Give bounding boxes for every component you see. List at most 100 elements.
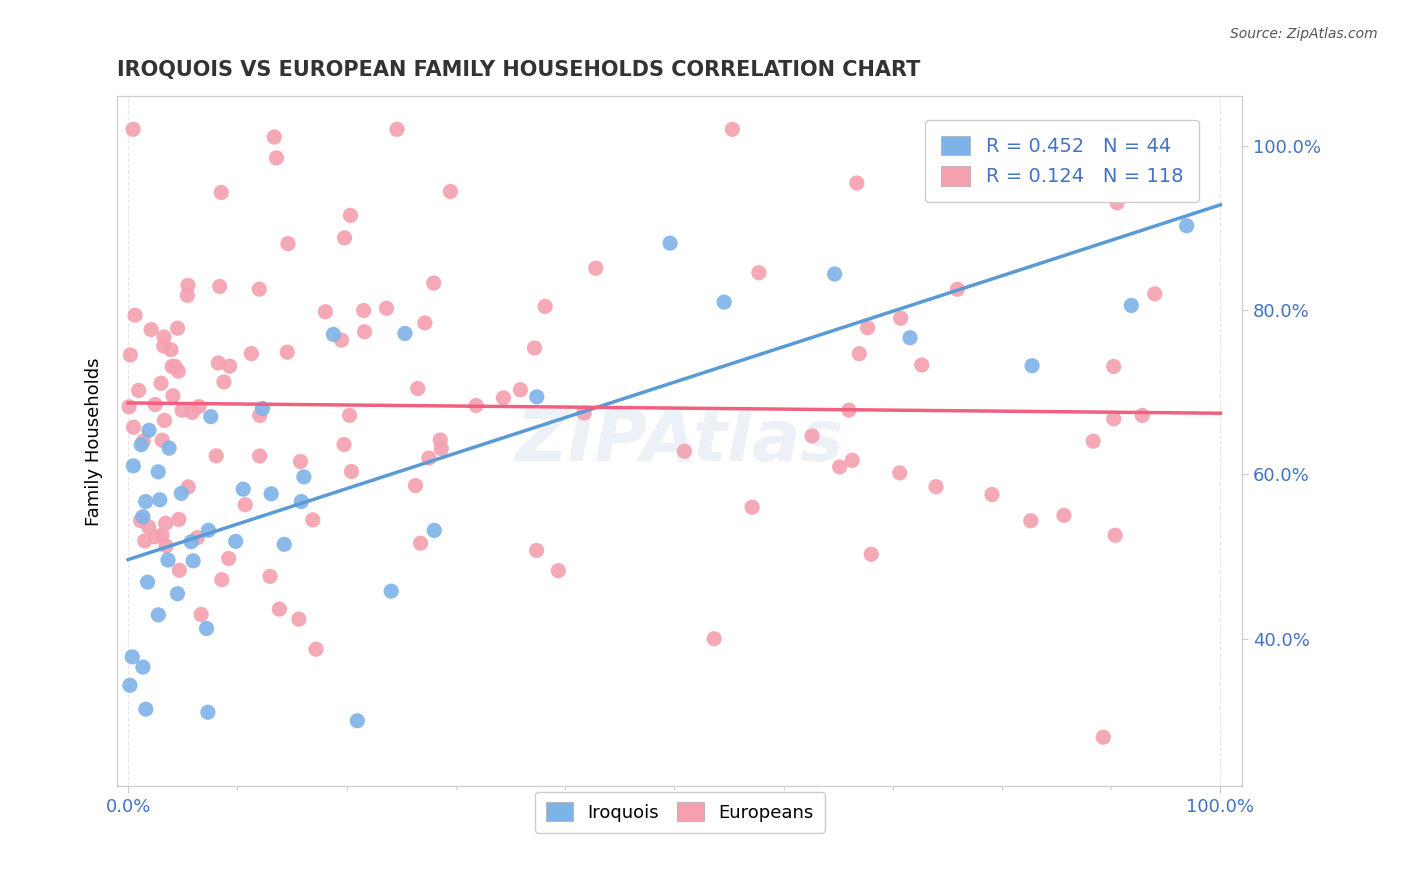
Point	[385, 122, 408, 136]
Point	[190, 607, 212, 622]
Point	[218, 551, 240, 566]
Point	[135, 494, 157, 508]
Point	[129, 513, 152, 527]
Point	[172, 403, 194, 417]
Point	[1092, 730, 1115, 744]
Point	[301, 513, 323, 527]
Point	[186, 531, 208, 545]
Point	[898, 331, 921, 345]
Point	[143, 530, 166, 544]
Point	[1081, 434, 1104, 449]
Point	[1104, 528, 1126, 542]
Point	[375, 301, 398, 316]
Point	[845, 176, 868, 190]
Point	[824, 267, 846, 281]
Point	[353, 303, 375, 318]
Point	[1021, 359, 1043, 373]
Point	[156, 553, 179, 567]
Point	[195, 622, 218, 636]
Point	[232, 482, 254, 496]
Point	[848, 347, 870, 361]
Point	[547, 564, 569, 578]
Point	[534, 300, 557, 314]
Point	[841, 453, 863, 467]
Point	[465, 399, 488, 413]
Point	[406, 382, 429, 396]
Point	[150, 528, 173, 542]
Point	[741, 500, 763, 515]
Point	[148, 465, 170, 479]
Point	[160, 343, 183, 357]
Point	[509, 383, 531, 397]
Point	[240, 346, 263, 360]
Point	[143, 398, 166, 412]
Point	[225, 534, 247, 549]
Point	[430, 442, 453, 456]
Point	[1019, 514, 1042, 528]
Point	[828, 459, 851, 474]
Point	[177, 278, 200, 293]
Point	[713, 295, 735, 310]
Point	[207, 356, 229, 370]
Point	[259, 569, 281, 583]
Point	[429, 433, 451, 447]
Y-axis label: Family Households: Family Households	[86, 357, 103, 525]
Point	[138, 520, 160, 534]
Point	[150, 433, 173, 447]
Point	[322, 327, 344, 342]
Point	[523, 341, 546, 355]
Point	[121, 649, 143, 664]
Point	[249, 449, 271, 463]
Point	[152, 339, 174, 353]
Point	[339, 409, 361, 423]
Point	[166, 321, 188, 335]
Point	[856, 320, 879, 334]
Point	[422, 276, 444, 290]
Point	[838, 403, 860, 417]
Point	[305, 642, 328, 657]
Point	[167, 512, 190, 526]
Point	[269, 602, 291, 616]
Point	[276, 345, 298, 359]
Point	[339, 208, 361, 222]
Point	[703, 632, 725, 646]
Point	[122, 420, 145, 434]
Point	[266, 151, 288, 165]
Point	[314, 304, 336, 318]
Point	[135, 702, 157, 716]
Point	[150, 376, 173, 391]
Point	[673, 444, 696, 458]
Point	[211, 573, 233, 587]
Point	[1159, 160, 1181, 174]
Point	[197, 524, 219, 538]
Point	[721, 122, 744, 136]
Text: ZIPAtlas: ZIPAtlas	[516, 407, 844, 476]
Point	[404, 478, 426, 492]
Point	[136, 575, 159, 590]
Point	[209, 186, 232, 200]
Point	[153, 330, 176, 344]
Point	[247, 282, 270, 296]
Point	[153, 413, 176, 427]
Point	[333, 231, 356, 245]
Point	[122, 122, 145, 136]
Point	[346, 714, 368, 728]
Point	[353, 325, 375, 339]
Point	[180, 534, 202, 549]
Point	[1107, 195, 1129, 210]
Point	[288, 612, 311, 626]
Point	[149, 492, 172, 507]
Point	[572, 406, 595, 420]
Point	[212, 375, 235, 389]
Point	[138, 423, 160, 437]
Point	[181, 554, 204, 568]
Point	[218, 359, 240, 373]
Point	[585, 261, 607, 276]
Point	[128, 384, 150, 398]
Point	[118, 678, 141, 692]
Point	[492, 391, 515, 405]
Point	[925, 480, 948, 494]
Point	[981, 487, 1004, 501]
Point	[163, 359, 186, 374]
Point	[167, 364, 190, 378]
